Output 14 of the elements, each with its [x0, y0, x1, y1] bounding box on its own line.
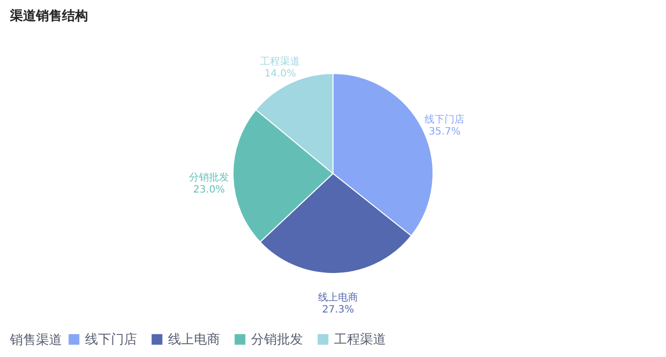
- data-label: 14.0%: [264, 68, 296, 80]
- legend-label: 线上电商: [168, 332, 220, 348]
- legend-label: 工程渠道: [334, 332, 386, 348]
- slice-label: 分销批发: [189, 171, 230, 184]
- data-label: 27.3%: [322, 304, 354, 316]
- chart-title: 渠道销售结构: [9, 8, 88, 24]
- legend-label: 分销批发: [251, 332, 303, 348]
- slice-label: 线上电商: [318, 291, 358, 304]
- data-label: 35.7%: [428, 126, 461, 138]
- slice-label: 工程渠道: [260, 55, 300, 68]
- data-label: 23.0%: [193, 184, 225, 196]
- legend-label: 线下门店: [85, 331, 137, 348]
- slice-label: 线下门店: [424, 114, 465, 126]
- legend-title: 销售渠道: [9, 333, 62, 348]
